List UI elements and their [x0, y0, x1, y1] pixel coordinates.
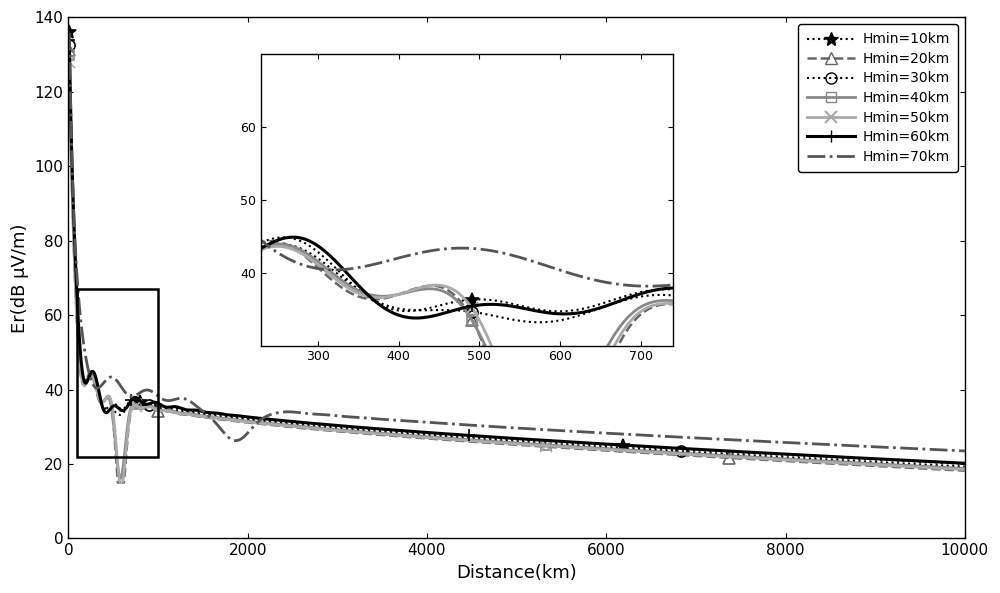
Line: Hmin=60km: Hmin=60km	[63, 33, 971, 470]
Hmin=50km	[220, 416, 232, 423]
Hmin=20km	[109, 442, 121, 449]
Hmin=50km	[940, 465, 952, 472]
Hmin=40km	[63, 52, 75, 59]
Hmin=60km	[109, 402, 121, 409]
Hmin=40km	[115, 475, 127, 482]
Y-axis label: Er(dB μV/m): Er(dB μV/m)	[11, 223, 29, 333]
Hmin=30km	[63, 42, 75, 49]
Hmin=10km	[935, 459, 947, 466]
Hmin=50km	[891, 463, 903, 470]
Hmin=30km	[271, 419, 283, 426]
Legend: Hmin=10km, Hmin=20km, Hmin=30km, Hmin=40km, Hmin=50km, Hmin=60km, Hmin=70km: Hmin=10km, Hmin=20km, Hmin=30km, Hmin=40…	[798, 24, 958, 172]
Hmin=60km	[63, 36, 75, 43]
Hmin=30km	[172, 407, 184, 414]
Hmin=20km	[174, 411, 186, 418]
Hmin=20km	[891, 464, 903, 471]
Hmin=40km	[959, 465, 971, 472]
Hmin=10km	[887, 457, 899, 464]
Hmin=60km	[271, 416, 283, 423]
Bar	[77, 289, 158, 457]
Hmin=20km	[959, 467, 971, 474]
Line: Hmin=70km: Hmin=70km	[69, 33, 965, 451]
Hmin=60km	[218, 411, 230, 418]
Hmin=10km	[172, 405, 184, 412]
Hmin=10km	[218, 412, 230, 419]
Hmin=50km	[275, 422, 287, 429]
Line: Hmin=50km: Hmin=50km	[64, 56, 970, 488]
Hmin=70km	[109, 375, 121, 382]
Line: Hmin=10km: Hmin=10km	[62, 25, 972, 471]
Hmin=50km	[109, 430, 121, 437]
Hmin=70km	[959, 447, 971, 454]
Hmin=40km	[220, 415, 232, 422]
Hmin=70km	[271, 409, 283, 416]
Hmin=20km	[63, 46, 75, 53]
Hmin=60km	[959, 460, 971, 467]
Hmin=40km	[275, 421, 287, 428]
Hmin=10km	[959, 460, 971, 467]
Hmin=40km	[940, 464, 952, 471]
Hmin=50km	[114, 479, 126, 486]
Hmin=20km	[940, 466, 952, 473]
Hmin=30km	[109, 409, 121, 416]
Hmin=30km	[959, 463, 971, 470]
Hmin=70km	[935, 447, 947, 454]
Hmin=60km	[887, 456, 899, 463]
Hmin=30km	[887, 460, 899, 467]
Line: Hmin=40km: Hmin=40km	[64, 50, 970, 483]
Hmin=50km	[959, 466, 971, 473]
Hmin=40km	[891, 461, 903, 468]
Hmin=20km	[275, 423, 287, 430]
Hmin=20km	[112, 479, 124, 486]
Hmin=40km	[109, 436, 121, 444]
Hmin=70km	[172, 395, 184, 402]
Hmin=70km	[63, 29, 75, 36]
Hmin=30km	[218, 413, 230, 420]
Hmin=70km	[887, 444, 899, 451]
Hmin=10km	[109, 400, 121, 407]
Hmin=10km	[63, 28, 75, 36]
Hmin=20km	[220, 416, 232, 423]
Hmin=50km	[63, 58, 75, 65]
Hmin=10km	[271, 417, 283, 425]
Line: Hmin=20km: Hmin=20km	[63, 44, 971, 489]
Hmin=40km	[174, 409, 186, 416]
Hmin=60km	[172, 404, 184, 411]
X-axis label: Distance(km): Distance(km)	[456, 564, 577, 582]
Line: Hmin=30km: Hmin=30km	[64, 39, 970, 472]
Hmin=50km	[174, 410, 186, 417]
Hmin=70km	[218, 429, 230, 436]
Hmin=30km	[935, 462, 947, 469]
Hmin=60km	[935, 458, 947, 466]
